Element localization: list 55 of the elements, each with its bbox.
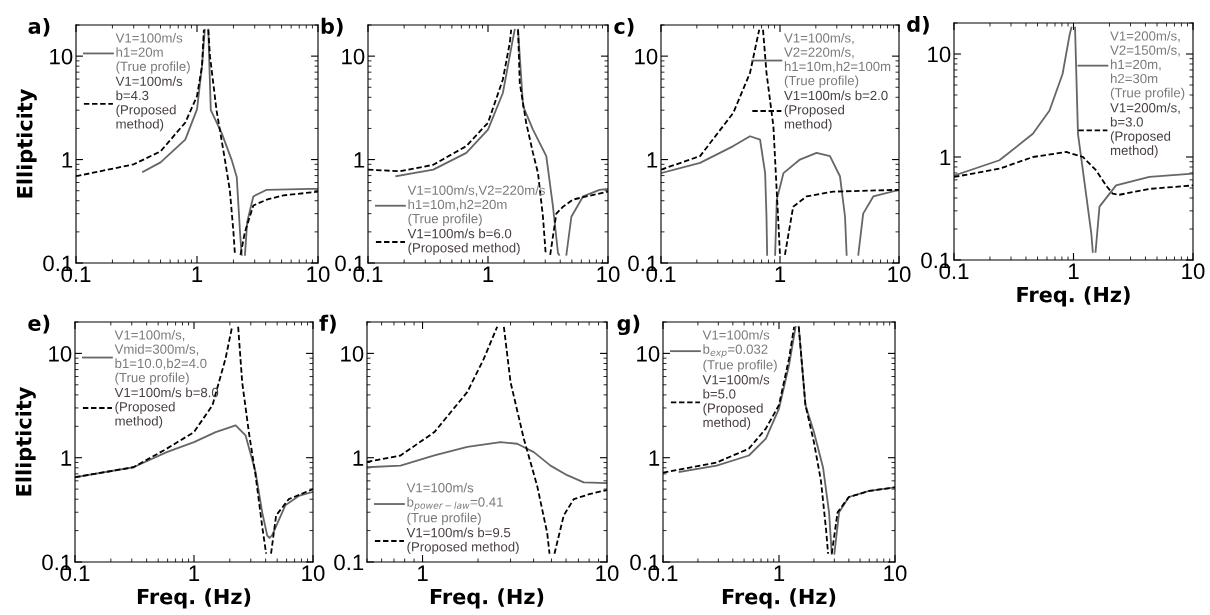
legend-label: V1=100m/s,V2=220m/s h1=10m,h2=20m (True profile): [407, 185, 545, 226]
chart-title: a): [28, 17, 50, 37]
y-axis-title: Ellipticity: [16, 89, 37, 198]
x-tick-label: 1: [483, 266, 494, 282]
x-axis-title: Freq. (Hz): [1017, 286, 1130, 307]
chart-title: f): [319, 314, 336, 334]
chart-title: g): [617, 314, 640, 336]
chart-title: c): [614, 17, 634, 37]
x-tick-label: 10: [307, 266, 330, 283]
x-axis-title: Freq. (Hz): [722, 588, 836, 609]
chart-title: b): [321, 17, 343, 37]
x-tick-label: 10: [596, 565, 619, 582]
x-axis-title: Freq. (Hz): [430, 588, 544, 609]
x-tick-label: 1: [1069, 263, 1079, 279]
y-tick-label: 10: [341, 345, 364, 362]
x-tick-label: 1: [418, 565, 428, 581]
x-tick-label: 1: [189, 565, 200, 581]
legend-label: V1=100m/s h1=20m (True profile): [115, 32, 190, 74]
y-tick-label: 1: [649, 450, 660, 466]
legend-label: V1=200m/s, b=3.0 (Proposed method): [1110, 102, 1180, 158]
x-tick-label: 10: [884, 565, 907, 582]
y-tick-label: 10: [928, 46, 951, 63]
legend-label: V1=100m/s b=9.5 (Proposed method): [406, 527, 519, 555]
x-tick-label: 10: [1182, 263, 1205, 280]
y-tick-label: 1: [61, 450, 72, 466]
legend-label: V1=100m/s b=5.0 (Proposed method): [702, 374, 770, 430]
x-tick-label: 1: [774, 565, 785, 581]
y-tick-label: 10: [342, 48, 365, 65]
x-tick-label: 10: [302, 565, 325, 582]
legend-label: V1=100m/s b=6.0 (Proposed method): [407, 228, 520, 256]
legend-label: V1=100m/s, Vmid=300m/s, b1=10.0,b2=4.0 (True profile): [114, 329, 207, 385]
y-tick-label: 10: [637, 345, 660, 362]
y-tick-label: 10: [50, 48, 73, 65]
legend-label: V1=200m/s, V2=150m/s, h1=20m, h2=30m (True profile): [1110, 30, 1185, 101]
x-tick-label: 10: [597, 266, 620, 283]
y-tick-label: 1: [354, 152, 365, 168]
chart-title: e): [28, 314, 50, 334]
x-tick-label: 10: [888, 266, 911, 283]
y-tick-label: 1: [353, 450, 364, 466]
legend-label: V1=100m/s b=4.3 (Proposed method): [115, 76, 183, 132]
legend-label: V1=100m/s b$_{exp}$=0.032 (True profile): [702, 329, 777, 373]
legend-label: V1=100m/s, V2=220m/s, h1=10m,h2=100m (True profile): [784, 32, 891, 88]
legend-label: V1=100m/s b=2.0 (Proposed method): [784, 90, 888, 132]
y-tick-label: 1: [62, 152, 73, 168]
y-tick-label: 10: [49, 345, 72, 362]
legend-label: V1=100m/s b=8.0 (Proposed method): [114, 387, 219, 429]
x-tick-label: 1: [192, 266, 203, 282]
y-axis-title: Ellipticity: [15, 387, 36, 496]
y-tick-label: 10: [635, 48, 658, 65]
y-tick-label: 1: [940, 149, 951, 166]
y-tick-label: 1: [647, 152, 658, 168]
legend-label: V1=100m/s b$_{power−law}$=0.41 (True profile): [406, 482, 503, 525]
x-tick-label: 1: [775, 266, 786, 282]
x-axis-title: Freq. (Hz): [137, 588, 251, 609]
chart-title: d): [907, 15, 929, 35]
